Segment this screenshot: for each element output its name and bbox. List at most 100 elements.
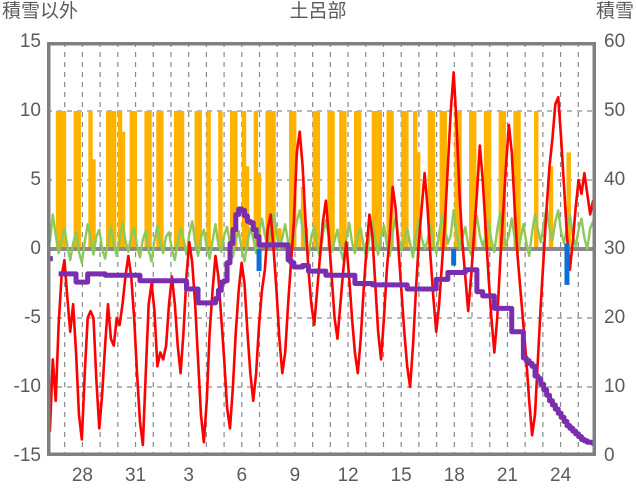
red-temperature-line bbox=[47, 71, 596, 447]
chart-plot-svg bbox=[47, 42, 596, 456]
precipitation-bar bbox=[206, 111, 211, 249]
precipitation-bar bbox=[232, 111, 238, 249]
precipitation-bar bbox=[253, 111, 259, 249]
precipitation-bar bbox=[117, 111, 123, 249]
precipitation-bar bbox=[271, 111, 276, 249]
left-tick-label: -10 bbox=[13, 376, 41, 397]
precipitation-bar bbox=[498, 111, 504, 249]
precipitation-bar bbox=[73, 111, 78, 249]
left-tick-label: 15 bbox=[19, 31, 41, 52]
precipitation-bar bbox=[356, 111, 362, 249]
precipitation-bar bbox=[179, 111, 185, 249]
precipitation-bar bbox=[108, 111, 114, 249]
precipitation-bar bbox=[486, 111, 492, 249]
precipitation-bar bbox=[377, 111, 383, 249]
precipitation-bar bbox=[58, 111, 64, 249]
precipitation-bar bbox=[144, 111, 149, 249]
precipitation-bar bbox=[516, 111, 521, 249]
precipitation-bar bbox=[501, 111, 506, 249]
precipitation-bar bbox=[566, 152, 571, 249]
precipitation-bar bbox=[469, 111, 474, 249]
precipitation-bar bbox=[413, 111, 418, 249]
right-tick-label: 10 bbox=[604, 376, 626, 397]
x-tick-label: 18 bbox=[443, 465, 465, 486]
precipitation-bar bbox=[291, 111, 297, 249]
precipitation-bar bbox=[61, 111, 67, 249]
x-tick-label: 21 bbox=[496, 465, 518, 486]
precipitation-bar bbox=[386, 111, 391, 249]
precipitation-bar bbox=[197, 111, 202, 249]
precipitation-bar bbox=[472, 111, 477, 249]
precipitation-bar bbox=[173, 111, 179, 249]
precipitation-bar bbox=[159, 111, 164, 249]
precipitation-bar bbox=[430, 111, 436, 249]
precipitation-bar bbox=[339, 111, 344, 249]
precipitation-bar bbox=[439, 111, 444, 249]
precipitation-bar bbox=[88, 111, 93, 249]
precipitation-bar bbox=[415, 152, 421, 249]
precipitation-bar bbox=[129, 111, 135, 249]
left-tick-label: -15 bbox=[13, 445, 41, 466]
x-tick-label: 28 bbox=[71, 465, 93, 486]
precipitation-bar bbox=[513, 111, 518, 249]
precipitation-bar bbox=[330, 111, 335, 249]
left-tick-label: 5 bbox=[30, 169, 41, 190]
right-tick-label: 20 bbox=[604, 307, 626, 328]
precipitation-bar bbox=[265, 111, 270, 249]
precipitation-bar bbox=[230, 111, 235, 249]
precipitation-bar bbox=[132, 111, 138, 249]
precipitation-bar bbox=[483, 111, 489, 249]
precipitation-bar bbox=[353, 111, 359, 249]
x-tick-label: 3 bbox=[183, 465, 194, 486]
precipitation-bar bbox=[427, 111, 433, 249]
right-tick-label: 30 bbox=[604, 238, 626, 259]
precipitation-bar bbox=[194, 111, 200, 249]
precipitation-bar bbox=[312, 111, 318, 249]
orange-bars-group bbox=[55, 111, 571, 249]
right-axis-title: 積雪 bbox=[595, 1, 634, 22]
precipitation-bar bbox=[268, 111, 273, 249]
precipitation-bar bbox=[111, 111, 117, 249]
precipitation-bar bbox=[315, 111, 321, 249]
x-tick-label: 24 bbox=[550, 465, 572, 486]
precipitation-bar bbox=[120, 131, 126, 249]
precipitation-bar bbox=[548, 166, 554, 249]
precipitation-bar bbox=[534, 111, 539, 249]
right-tick-label: 50 bbox=[604, 100, 626, 121]
x-tick-label: 6 bbox=[236, 465, 248, 486]
precipitation-bar bbox=[241, 111, 247, 249]
precipitation-bar bbox=[256, 173, 261, 249]
precipitation-bar bbox=[404, 111, 409, 249]
precipitation-bar bbox=[342, 111, 347, 249]
x-tick-label: 9 bbox=[289, 465, 301, 486]
precipitation-bar bbox=[371, 111, 377, 249]
x-tick-label: 31 bbox=[124, 465, 147, 486]
right-tick-label: 40 bbox=[604, 169, 626, 190]
precipitation-bar bbox=[277, 228, 282, 249]
left-tick-label: -5 bbox=[24, 307, 41, 328]
precipitation-bar bbox=[300, 186, 306, 249]
precipitation-bar bbox=[91, 159, 96, 249]
x-tick-label: 12 bbox=[337, 465, 359, 486]
precipitation-bar bbox=[156, 111, 161, 249]
precipitation-bar bbox=[401, 111, 406, 249]
left-tick-label: 0 bbox=[30, 238, 41, 259]
precipitation-bar bbox=[244, 166, 250, 249]
right-tick-label: 0 bbox=[604, 445, 615, 466]
precipitation-bar bbox=[327, 111, 332, 249]
left-tick-label: 10 bbox=[19, 100, 41, 121]
right-tick-label: 60 bbox=[604, 31, 626, 52]
precipitation-bar bbox=[442, 111, 447, 249]
precipitation-bar bbox=[218, 111, 223, 249]
precipitation-bar bbox=[289, 111, 294, 249]
left-axis-title: 積雪以外 bbox=[2, 1, 79, 22]
precipitation-bar bbox=[55, 111, 61, 249]
plot-area bbox=[47, 42, 596, 456]
chart-title: 土呂部 bbox=[289, 1, 347, 22]
precipitation-bar bbox=[454, 111, 459, 249]
precipitation-bar bbox=[176, 111, 182, 249]
precipitation-bar bbox=[389, 111, 394, 249]
precipitation-bar bbox=[374, 111, 380, 249]
precipitation-bar bbox=[106, 111, 111, 249]
